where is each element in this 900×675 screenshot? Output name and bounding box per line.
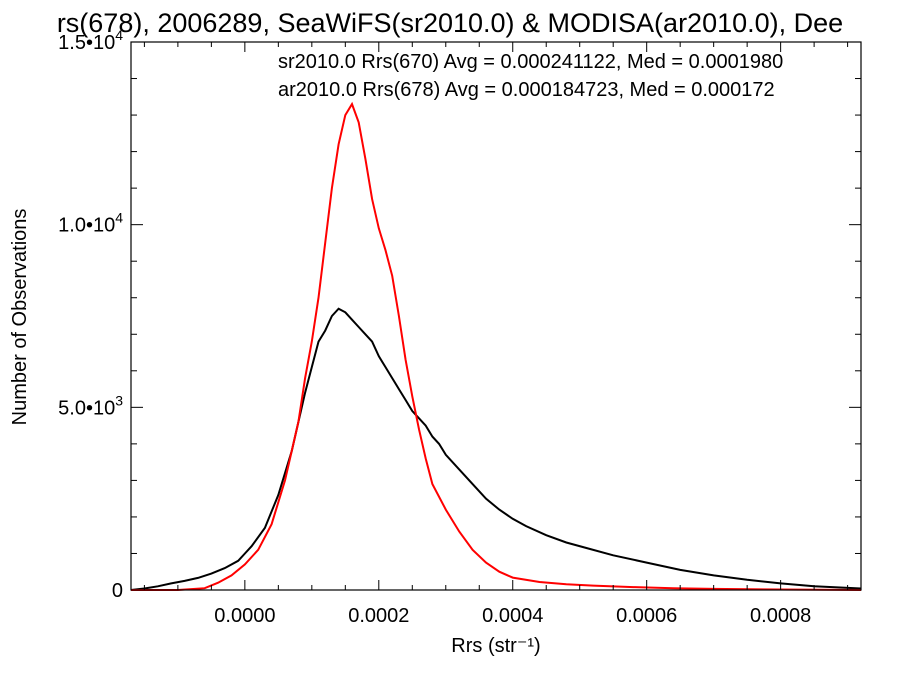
x-tick-label-2: 0.0004 xyxy=(482,605,543,627)
plot-area: 0.0000 0.0002 0.0004 0.0006 0.0008 0 5.0•103 1.… xyxy=(58,27,862,627)
series-line-1 xyxy=(131,101,862,591)
x-axis-label: Rrs (str⁻¹) xyxy=(451,635,540,657)
y-tick-label-0: 0 xyxy=(112,580,123,602)
y-axis-label: Number of Observations xyxy=(9,209,31,426)
x-tick-label-1: 0.0002 xyxy=(348,605,409,627)
y-tick-label-2: 1.0•104 xyxy=(58,210,123,237)
y-tick-label-3: 1.5•104 xyxy=(58,27,123,54)
x-tick-label-0: 0.0000 xyxy=(214,605,275,627)
legend-entry-ar2010: ar2010.0 Rrs(678) Avg = 0.000184723, Med… xyxy=(278,79,775,101)
x-tick-label-4: 0.0008 xyxy=(750,605,811,627)
y-tick-label-1: 5.0•103 xyxy=(58,392,123,419)
x-tick-label-3: 0.0006 xyxy=(616,605,677,627)
legend-entry-sr2010: sr2010.0 Rrs(670) Avg = 0.000241122, Med… xyxy=(278,51,783,73)
chart-title: rs(678), 2006289, SeaWiFS(sr2010.0) & MO… xyxy=(57,8,843,38)
plot-frame xyxy=(130,41,862,591)
series-line-0 xyxy=(130,307,862,591)
